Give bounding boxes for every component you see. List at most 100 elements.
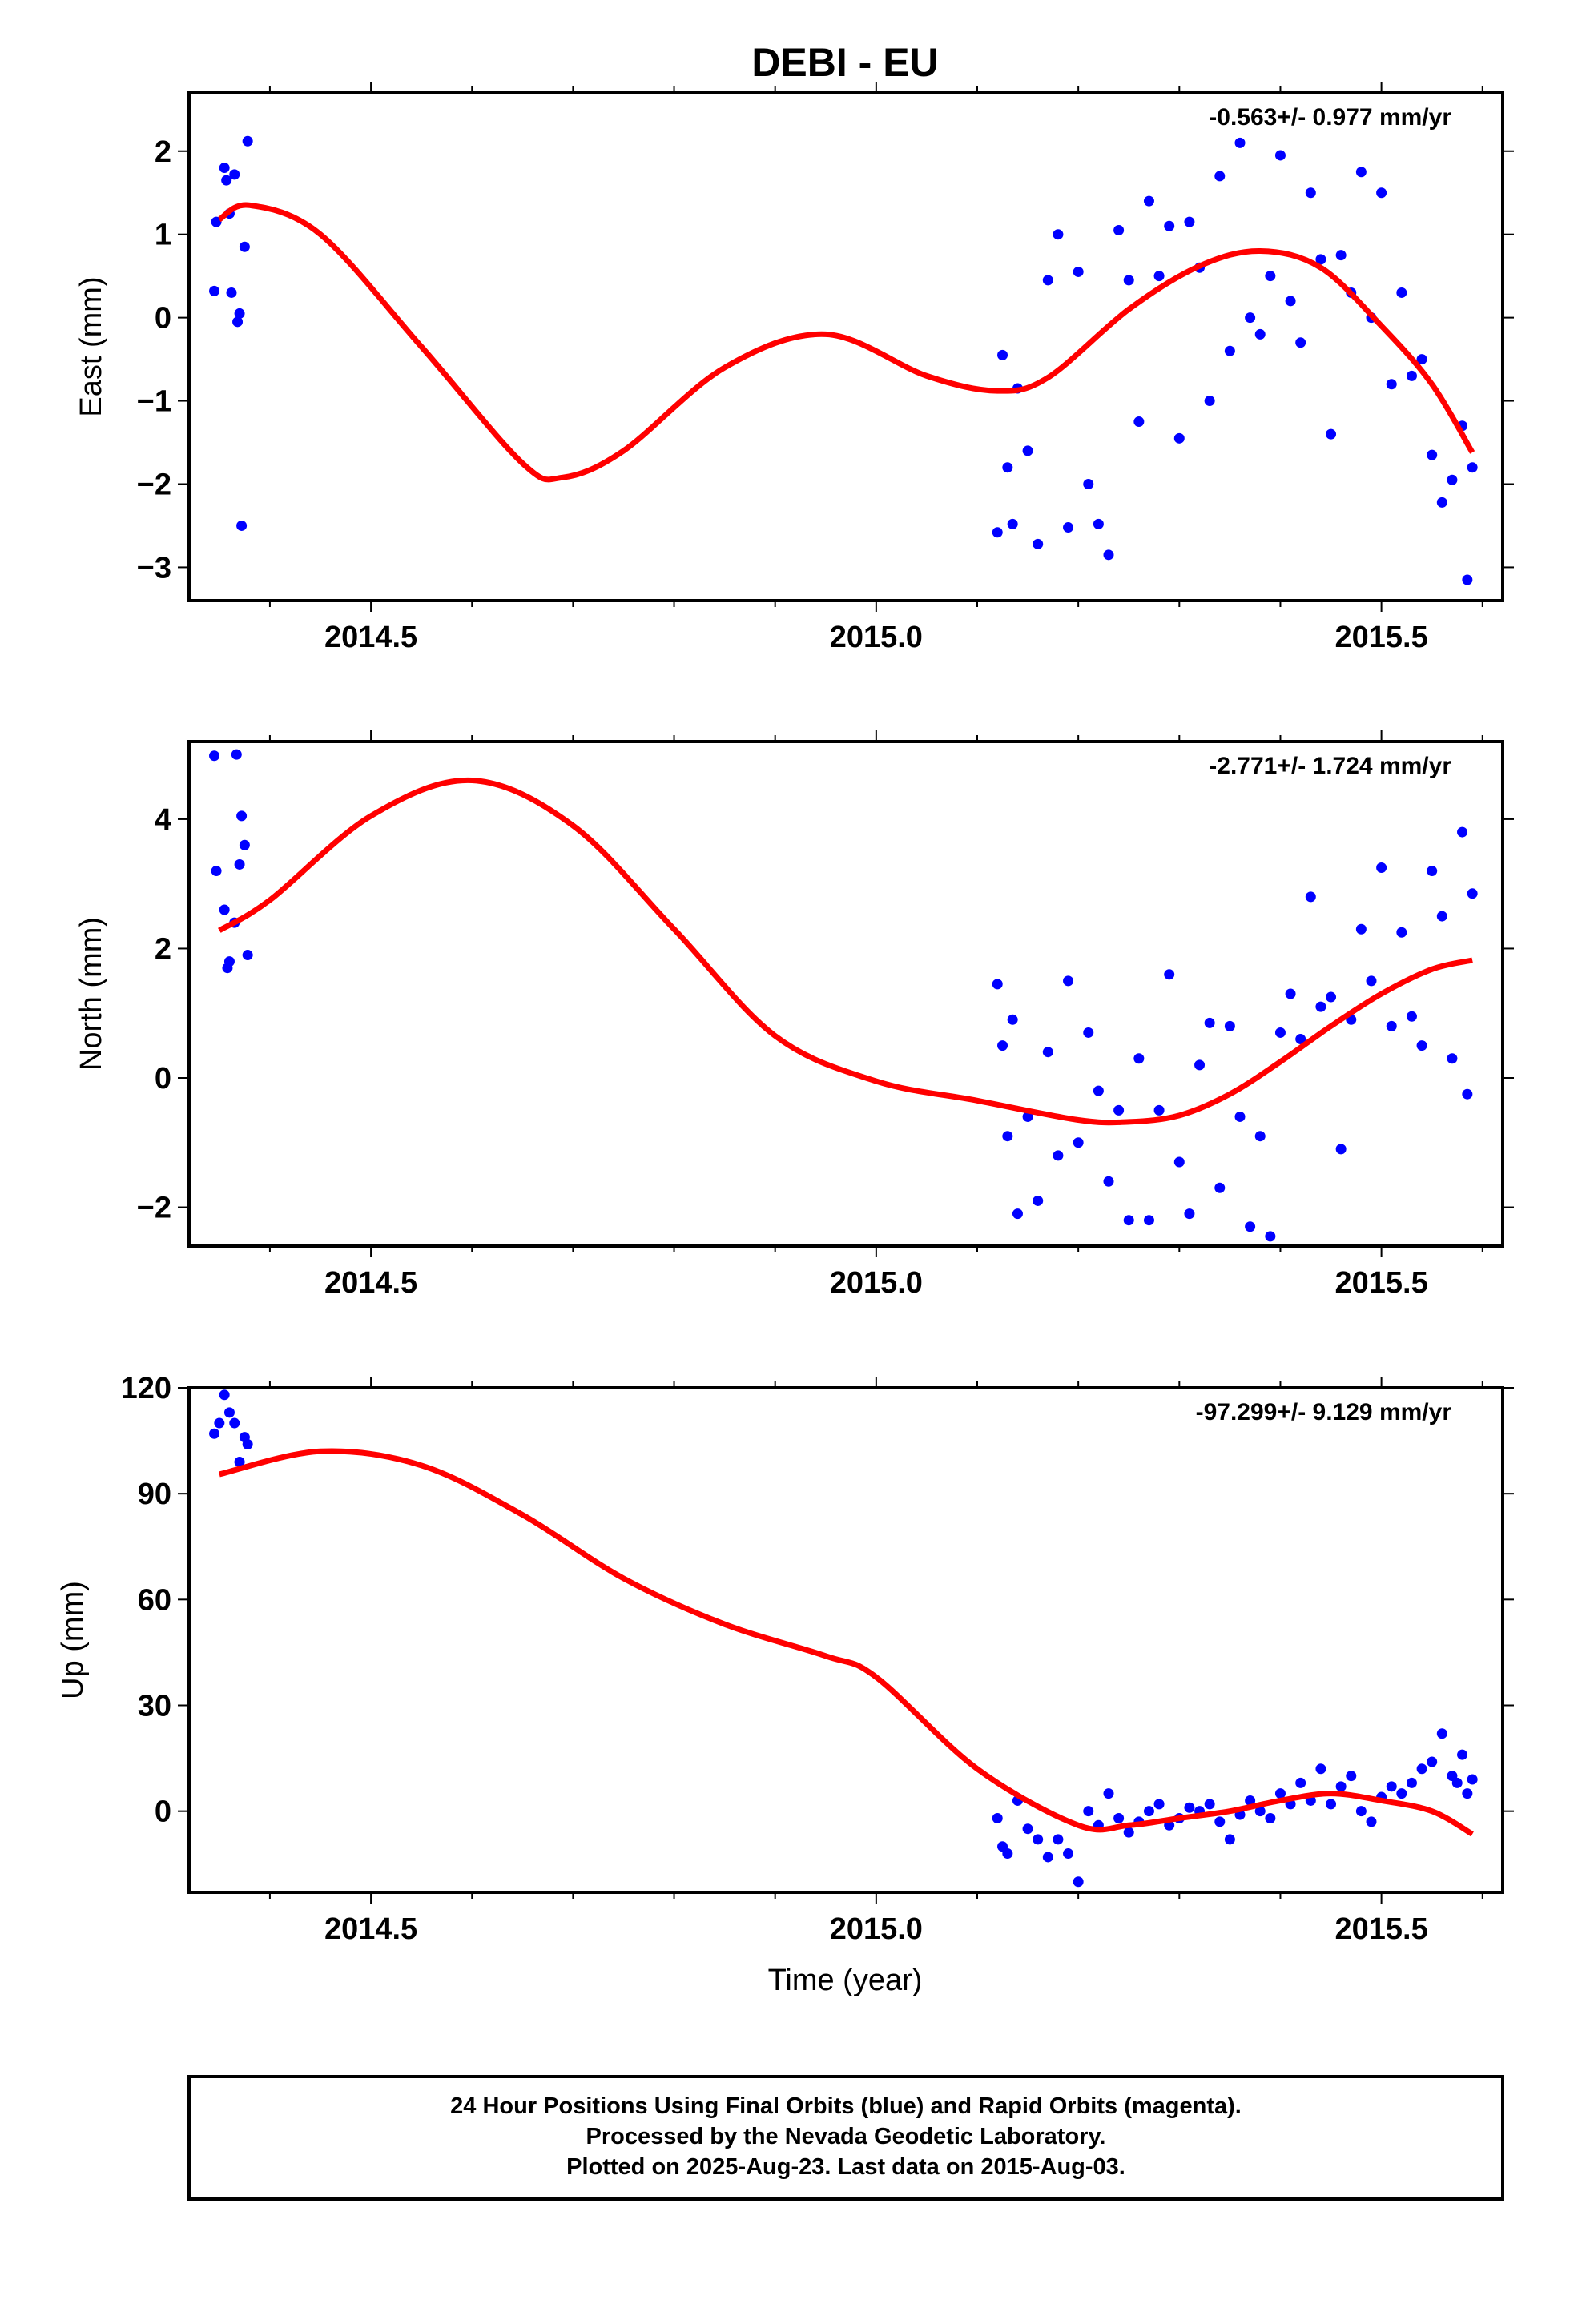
data-point [229, 169, 240, 180]
x-tick-label: 2015.0 [830, 1266, 923, 1300]
data-point [1265, 271, 1276, 282]
data-point [242, 135, 253, 147]
data-point [1164, 220, 1175, 231]
data-point [1386, 1020, 1397, 1031]
data-point [1113, 1812, 1125, 1823]
y-axis-label: East (mm) [74, 276, 108, 416]
data-point [997, 349, 1008, 360]
data-point [1053, 1834, 1064, 1845]
data-points [209, 749, 1478, 1242]
data-point [1173, 1156, 1185, 1168]
data-point [1033, 538, 1044, 549]
x-tick-label: 2015.5 [1334, 621, 1427, 654]
y-tick-label: −3 [137, 551, 171, 585]
y-tick-label: 90 [138, 1478, 171, 1511]
data-point [1451, 1777, 1463, 1788]
data-point [1063, 975, 1074, 987]
data-point [1254, 1131, 1266, 1142]
data-point [234, 308, 245, 319]
x-tick-label: 2014.5 [324, 1266, 417, 1300]
data-point [1335, 1144, 1347, 1155]
data-point [1366, 975, 1377, 987]
data-point [1436, 497, 1447, 508]
caption-line-2: Processed by the Nevada Geodetic Laborat… [586, 2124, 1106, 2149]
data-point [1153, 1799, 1165, 1810]
data-point [1295, 1034, 1306, 1045]
data-point [1305, 187, 1316, 199]
data-point [209, 750, 220, 762]
data-point [229, 1417, 240, 1429]
data-point [1133, 1053, 1145, 1064]
data-point [1123, 1215, 1134, 1226]
data-point [209, 1428, 220, 1439]
data-point [1214, 171, 1226, 182]
data-point [1143, 1806, 1154, 1817]
data-point [1214, 1816, 1226, 1827]
data-point [1173, 432, 1185, 444]
data-point [1204, 1799, 1215, 1810]
data-point [1012, 1208, 1023, 1220]
data-point [1457, 1749, 1468, 1760]
data-point [1093, 518, 1104, 529]
x-tick-label: 2015.5 [1334, 1266, 1427, 1300]
data-point [1022, 1823, 1033, 1835]
data-point [1224, 345, 1235, 356]
data-point [1396, 287, 1407, 298]
plot-frame [187, 91, 1504, 602]
y-tick-label: 0 [155, 1062, 171, 1096]
data-point [1265, 1231, 1276, 1242]
data-point [1083, 1027, 1094, 1038]
data-point [239, 839, 250, 850]
data-point [1245, 1795, 1256, 1806]
rate-annotation: -97.299+/- 9.129 mm/yr [1196, 1399, 1452, 1425]
data-point [1133, 416, 1145, 428]
data-point [1315, 1001, 1326, 1012]
data-point [1254, 328, 1266, 340]
data-point [1063, 522, 1074, 533]
data-point [1427, 1756, 1438, 1767]
data-point [1386, 1781, 1397, 1792]
data-point [1462, 1088, 1473, 1100]
data-point [1204, 1017, 1215, 1028]
data-point [1234, 137, 1246, 148]
data-point [1184, 1208, 1195, 1220]
data-point [1436, 1728, 1447, 1739]
data-point [1396, 927, 1407, 938]
data-point [236, 520, 248, 531]
data-point [1326, 428, 1337, 440]
data-point [242, 1438, 253, 1449]
data-point [1467, 462, 1478, 473]
data-point [1113, 224, 1125, 235]
data-point [997, 1040, 1008, 1051]
data-point [221, 175, 232, 186]
data-point [1143, 1215, 1154, 1226]
data-point [1083, 478, 1094, 489]
data-point [1274, 1788, 1286, 1799]
data-point [1326, 1799, 1337, 1810]
data-point [1396, 1788, 1407, 1799]
north-panel: 2014.5 2015.0 2015.5 −2 0 2 4 North (mm) -2.771+… [74, 730, 1514, 1300]
data-point [1153, 271, 1165, 282]
y-axis-label: Up (mm) [56, 1581, 90, 1699]
data-point [226, 287, 237, 298]
data-point [1007, 518, 1018, 529]
data-point [1022, 1111, 1033, 1122]
data-point [1073, 1876, 1084, 1888]
data-point [232, 316, 244, 328]
data-point [1467, 888, 1478, 899]
data-point [1123, 275, 1134, 286]
x-tick-label: 2015.0 [830, 621, 923, 654]
data-point [1123, 1827, 1134, 1838]
data-point [242, 950, 253, 961]
data-point [1204, 396, 1215, 407]
data-point [1265, 1812, 1276, 1823]
data-point [223, 1407, 235, 1418]
y-tick-label: −1 [137, 385, 171, 419]
data-point [1053, 1150, 1064, 1161]
x-tick-label: 2014.5 [324, 621, 417, 654]
data-point [1376, 187, 1387, 199]
data-point [1274, 1027, 1286, 1038]
data-point [992, 527, 1003, 538]
caption-box: 24 Hour Positions Using Final Orbits (bl… [187, 2075, 1504, 2201]
